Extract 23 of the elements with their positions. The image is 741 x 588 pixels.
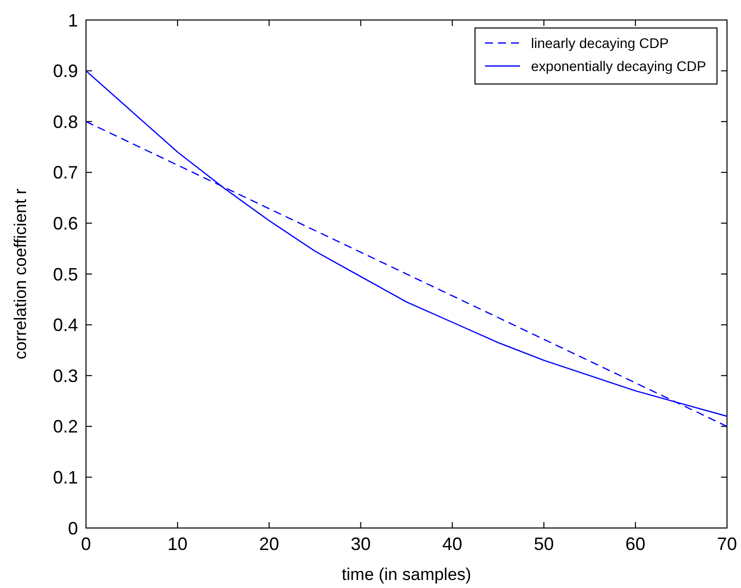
y-tick-label: 0.3 [52, 366, 78, 386]
x-tick-label: 40 [442, 534, 462, 554]
y-tick-label: 0.1 [52, 468, 78, 488]
y-tick-label: 0.7 [52, 162, 78, 183]
legend-label: exponentially decaying CDP [531, 58, 706, 74]
y-tick-label: 0 [68, 518, 78, 538]
y-tick-label: 0.8 [52, 112, 78, 132]
y-tick-label: 0.4 [52, 315, 78, 336]
x-tick-label: 10 [168, 534, 188, 554]
y-tick-label: 0.2 [52, 416, 78, 437]
x-tick-label: 20 [259, 534, 280, 554]
x-tick-label: 50 [534, 534, 554, 554]
legend-label: linearly decaying CDP [531, 34, 669, 51]
y-tick-label: 0.9 [52, 61, 78, 82]
x-tick-label: 60 [625, 534, 646, 554]
x-tick-label: 70 [716, 534, 738, 554]
y-axis-title: correlation coefficient r [11, 188, 30, 360]
y-tick-label: 0.6 [52, 214, 78, 234]
x-axis-title: time (in samples) [342, 565, 472, 584]
x-tick-label: 30 [350, 534, 371, 554]
y-tick-label: 1 [68, 10, 78, 30]
x-tick-label: 0 [80, 534, 92, 554]
y-tick-label: 0.5 [52, 264, 78, 284]
